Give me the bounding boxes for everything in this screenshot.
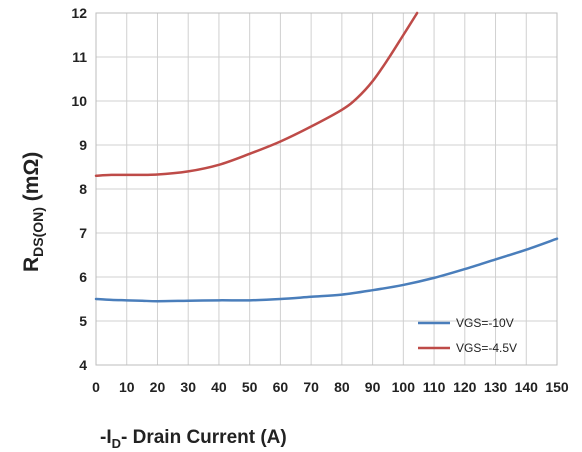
- y-tick-label-9: 9: [79, 137, 87, 153]
- x-tick-label-130: 130: [484, 379, 508, 395]
- x-tick-label-40: 40: [211, 379, 227, 395]
- x-tick-label-20: 20: [150, 379, 166, 395]
- x-axis-label-suffix: - Drain Current (A): [121, 427, 287, 448]
- legend-label-vgs-10v: VGS=-10V: [456, 316, 514, 330]
- y-tick-labels: 4 5 6 7 8 9 10 11 12: [71, 5, 87, 373]
- series-lines: [94, 11, 559, 303]
- grid-lines: [95, 12, 558, 366]
- x-tick-label-120: 120: [453, 379, 477, 395]
- plot-area-border: [95, 12, 558, 366]
- x-tick-label-30: 30: [180, 379, 196, 395]
- x-tick-label-0: 0: [92, 379, 100, 395]
- y-tick-label-10: 10: [71, 93, 87, 109]
- series-line-vgs-4-5v: [94, 11, 419, 178]
- y-tick-label-6: 6: [79, 269, 87, 285]
- x-tick-labels: 0 10 20 30 40 50 60 70 80 90 100 110 120 130 140 150: [92, 379, 569, 395]
- x-tick-label-70: 70: [303, 379, 319, 395]
- y-axis-label-subscript: DS(ON): [30, 207, 46, 257]
- x-tick-label-90: 90: [365, 379, 381, 395]
- y-axis-label: RDS(ON) (mΩ): [20, 152, 46, 272]
- x-tick-label-150: 150: [545, 379, 569, 395]
- y-axis-label-base: R: [20, 257, 43, 272]
- series-line-vgs-10v: [94, 237, 559, 303]
- y-tick-label-5: 5: [79, 313, 87, 329]
- x-axis-label-subscript: D: [112, 436, 121, 451]
- x-axis-label: -ID- Drain Current (A): [100, 427, 287, 451]
- y-tick-label-7: 7: [79, 225, 87, 241]
- x-tick-label-10: 10: [119, 379, 135, 395]
- y-axis-label-suffix: (mΩ): [20, 152, 43, 207]
- x-tick-label-100: 100: [392, 379, 416, 395]
- x-tick-label-60: 60: [273, 379, 289, 395]
- y-tick-label-11: 11: [72, 49, 87, 65]
- x-tick-label-110: 110: [423, 379, 446, 395]
- x-tick-label-50: 50: [242, 379, 258, 395]
- x-tick-label-80: 80: [334, 379, 350, 395]
- y-tick-label-8: 8: [79, 181, 87, 197]
- legend: VGS=-10V VGS=-4.5V: [418, 316, 517, 355]
- x-tick-label-140: 140: [515, 379, 539, 395]
- y-tick-label-4: 4: [79, 357, 87, 373]
- legend-label-vgs-4-5v: VGS=-4.5V: [456, 341, 517, 355]
- y-tick-label-12: 12: [71, 5, 87, 21]
- x-axis-label-prefix: -I: [100, 427, 112, 448]
